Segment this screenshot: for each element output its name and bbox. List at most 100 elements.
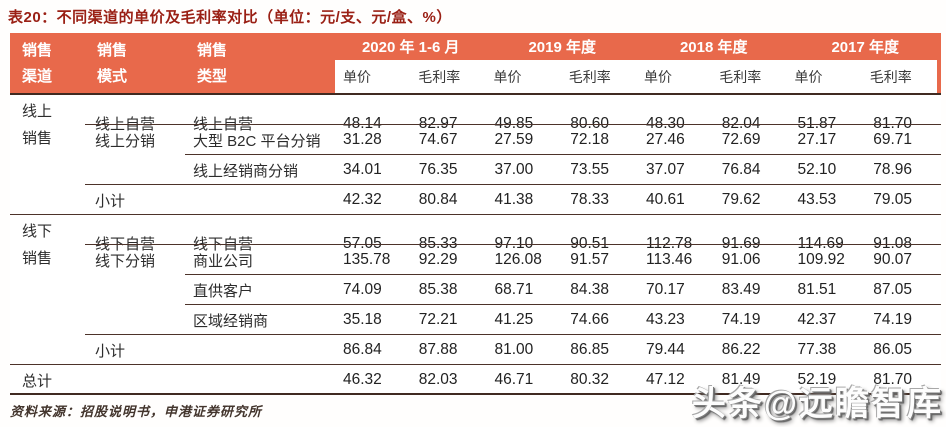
channel-cell [10, 335, 85, 355]
value-cell: 76.84 [721, 161, 761, 178]
value-cell: 68.71 [494, 281, 534, 298]
value-cell: 82.03 [418, 371, 458, 388]
header-sales-type-label: 销售类型 [197, 42, 228, 85]
value-cell: 73.55 [570, 161, 610, 178]
value-cell: 109.92 [797, 251, 845, 268]
channel-cell [10, 245, 85, 265]
value-cell: 83.49 [721, 281, 761, 298]
row-divider [85, 244, 941, 245]
value-cell: 37.07 [646, 161, 685, 178]
price-header: 单价 [493, 68, 522, 85]
value-cell: 74.67 [418, 131, 458, 148]
value-cell: 86.05 [873, 341, 913, 358]
value-cell: 91.57 [570, 251, 610, 268]
table-row: 小计 86.84 87.88 81.00 86.85 79.44 86.22 77.38 86… [10, 335, 941, 365]
channel-label: 线下销售 [22, 223, 53, 267]
source-note: 资料来源：招股说明书，申港证券研究所 [10, 404, 263, 419]
value-cell: 80.60 [570, 114, 610, 132]
value-cell: 52.10 [797, 161, 837, 178]
value-cell: 81.49 [721, 371, 761, 388]
row-divider [10, 214, 941, 215]
value-cell: 49.85 [494, 114, 534, 132]
header-sales-model-label: 销售模式 [97, 42, 128, 85]
value-cell: 86.85 [570, 341, 610, 358]
data-table: 销售渠道 销售模式 销售类型 2020 年 1-6 月 2019 年度 2018… [10, 33, 941, 395]
value-cell: 79.62 [721, 191, 761, 208]
row-divider [185, 304, 941, 305]
table-row: 直供客户 74.09 85.38 68.71 84.38 70.17 83.49 81.51… [10, 275, 941, 305]
row-divider [10, 364, 941, 365]
value-cell: 79.44 [646, 341, 685, 358]
value-cell: 85.33 [418, 234, 458, 252]
value-cell: 85.38 [418, 281, 458, 298]
value-cell: 46.71 [494, 371, 534, 388]
value-cell: 77.38 [797, 341, 837, 358]
value-cell: 90.51 [570, 234, 610, 252]
row-divider [85, 334, 941, 335]
value-cell: 48.14 [343, 114, 382, 132]
watermark: 头条@远瞻智库 [691, 385, 943, 423]
price-header: 单价 [644, 68, 672, 85]
margin-header: 毛利率 [568, 68, 611, 85]
channel-cell: 线下销售 [10, 215, 85, 272]
value-cell: 47.12 [646, 371, 685, 388]
margin-header: 毛利率 [869, 68, 912, 85]
value-cell: 91.69 [721, 234, 761, 252]
value-cell: 81.00 [494, 341, 534, 358]
value-cell: 57.05 [343, 234, 382, 252]
table-header: 销售渠道 销售模式 销售类型 2020 年 1-6 月 2019 年度 2018… [10, 33, 941, 95]
table-title: 表20：不同渠道的单价及毛利率对比（单位：元/支、元/盒、%） [8, 9, 452, 26]
value-cell: 34.01 [343, 161, 382, 178]
value-cell: 74.19 [873, 311, 913, 328]
value-cell: 114.69 [797, 234, 844, 252]
channel-label: 总计 [22, 373, 53, 390]
channel-cell [10, 305, 85, 325]
value-cell: 35.18 [343, 311, 382, 328]
value-cell: 81.70 [873, 114, 913, 132]
header-sales-type: 销售类型 [185, 33, 335, 93]
value-cell: 92.29 [418, 251, 458, 268]
row-divider [10, 393, 941, 395]
period-header-2020: 2020 年 1-6 月 [361, 39, 460, 56]
value-cell: 41.38 [494, 191, 534, 208]
price-header: 单价 [794, 68, 823, 85]
period-header-2017: 2017 年度 [831, 39, 900, 56]
value-cell: 69.71 [873, 131, 913, 148]
value-cell: 76.35 [418, 161, 458, 178]
channel-cell [10, 275, 85, 295]
type-cell: 区域经销商 [193, 312, 269, 330]
model-cell: 小计 [95, 192, 126, 210]
value-cell: 31.28 [343, 131, 382, 148]
table-row: 线下分销 商业公司 135.78 92.29 126.08 91.57 113.46 91… [10, 245, 941, 275]
table-row: 总计 46.32 82.03 46.71 80.32 47.12 81.49 52.19 81… [10, 365, 941, 395]
type-cell: 线上经销商分销 [193, 162, 299, 180]
row-divider [185, 154, 941, 155]
value-cell: 40.61 [646, 191, 685, 208]
table-row: 线下销售 线下自营 线下自营 57.05 85.33 97.10 90.51 112.7… [10, 215, 941, 267]
value-cell: 81.51 [797, 281, 837, 298]
header-sales-channel-label: 销售渠道 [22, 42, 53, 85]
value-cell: 51.87 [797, 114, 837, 132]
value-cell: 72.18 [570, 131, 610, 148]
channel-cell [10, 125, 85, 145]
value-cell: 42.37 [797, 311, 837, 328]
channel-cell: 线上销售 [10, 95, 85, 152]
model-cell: 线下分销 [95, 252, 156, 270]
value-cell: 46.32 [343, 371, 382, 388]
value-cell: 48.30 [646, 114, 685, 132]
value-cell: 81.70 [873, 371, 913, 388]
value-cell: 113.46 [646, 251, 693, 268]
value-cell: 84.38 [570, 281, 610, 298]
value-cell: 27.46 [646, 131, 685, 148]
subheader-row: 单价 毛利率 单价 毛利率 单价 毛利率 单价 毛利率 [335, 60, 937, 93]
channel-cell: 总计 [10, 365, 85, 395]
channel-cell [10, 155, 85, 175]
value-cell: 74.09 [343, 281, 382, 298]
type-cell: 商业公司 [193, 252, 254, 270]
value-cell: 27.17 [797, 131, 837, 148]
value-cell: 78.96 [873, 161, 913, 178]
value-cell: 52.19 [797, 371, 837, 388]
value-cell: 91.06 [721, 251, 761, 268]
table-row: 线上销售 线上自营 线上自营 48.14 82.97 49.85 80.60 48.30… [10, 95, 941, 147]
